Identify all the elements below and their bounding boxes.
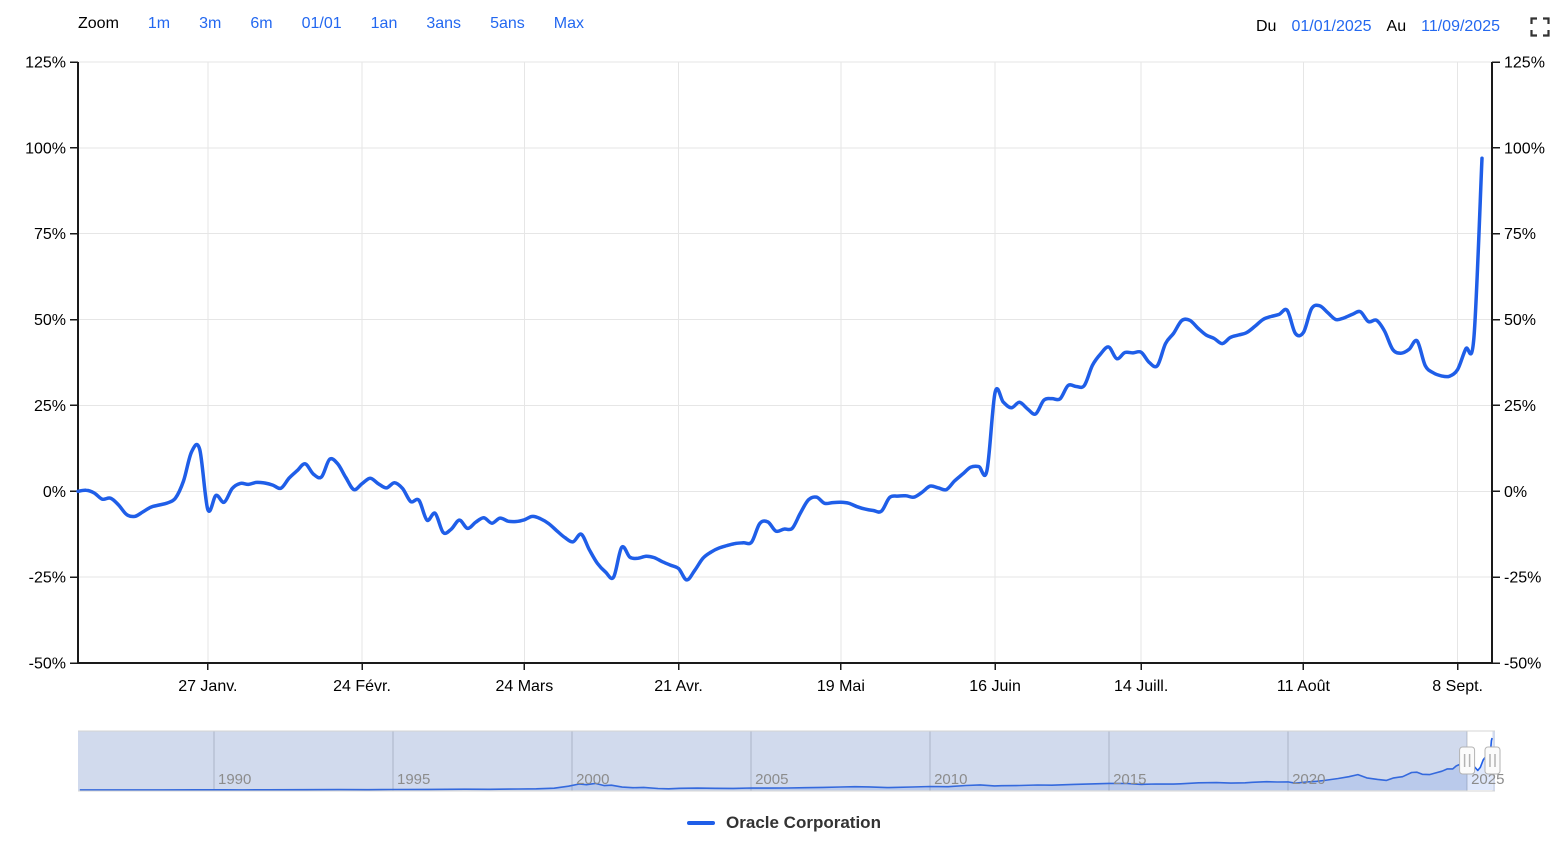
range-selector-toolbar: Zoom 1m 3m 6m 01/01 1an 3ans 5ans Max: [78, 15, 584, 33]
x-axis-label: 11 Août: [1277, 678, 1331, 695]
y-axis-label-left: 50%: [34, 312, 66, 329]
y-axis-label-left: 25%: [34, 398, 66, 415]
to-date-input[interactable]: 11/09/2025: [1421, 18, 1500, 35]
main-chart-plot-area[interactable]: [78, 62, 1492, 663]
navigator-year-label: 1995: [397, 771, 430, 788]
y-axis-label-right: 25%: [1504, 398, 1536, 415]
navigator-year-label: 2005: [755, 771, 788, 788]
navigator-series-area: [78, 738, 1493, 790]
navigator-handle-left[interactable]: [1459, 746, 1476, 775]
navigator-series-line: [79, 737, 1493, 791]
x-axis-label: 24 Févr.: [333, 678, 391, 695]
fullscreen-icon[interactable]: [1528, 15, 1552, 39]
navigator-year-label: 2025: [1471, 771, 1504, 788]
navigator-year-label: 1990: [218, 771, 251, 788]
y-axis-label-left: -50%: [29, 656, 66, 673]
navigator-year-label: 2020: [1292, 771, 1325, 788]
y-axis-label-right: 125%: [1504, 55, 1545, 72]
x-axis-label: 14 Juill.: [1114, 678, 1168, 695]
from-date-input[interactable]: 01/01/2025: [1291, 18, 1372, 35]
x-axis-label: 8 Sept.: [1432, 678, 1483, 695]
x-axis-label: 19 Mai: [817, 678, 865, 695]
navigator-mask-left[interactable]: [78, 731, 1468, 791]
x-axis-label: 27 Janv.: [178, 678, 237, 695]
y-axis-label-left: 75%: [34, 226, 66, 243]
y-axis-label-right: 0%: [1504, 484, 1527, 501]
x-axis-label: 24 Mars: [495, 678, 553, 695]
price-series-line: [76, 156, 1484, 582]
navigator-year-label: 2010: [934, 771, 967, 788]
zoom-button-01-01[interactable]: 01/01: [301, 15, 342, 32]
date-range-inputs: Du 01/01/2025 Au 11/09/2025: [1256, 15, 1552, 39]
chart-legend[interactable]: Oracle Corporation: [0, 813, 1568, 833]
legend-label: Oracle Corporation: [726, 813, 881, 832]
y-axis-label-right: -25%: [1504, 570, 1541, 587]
y-axis-label-right: 75%: [1504, 226, 1536, 243]
zoom-button-3ans[interactable]: 3ans: [426, 15, 462, 32]
to-label: Au: [1386, 18, 1407, 35]
y-axis-label-left: -25%: [29, 570, 66, 587]
legend-line-marker: [687, 821, 716, 825]
y-axis-label-right: 100%: [1504, 140, 1545, 157]
navigator-handle-right[interactable]: [1484, 746, 1501, 775]
from-label: Du: [1256, 18, 1277, 35]
zoom-button-3m[interactable]: 3m: [199, 15, 222, 32]
zoom-button-6m[interactable]: 6m: [250, 15, 273, 32]
y-axis-label-left: 125%: [25, 55, 66, 72]
zoom-button-5ans[interactable]: 5ans: [490, 15, 525, 32]
navigator-year-label: 2000: [576, 771, 609, 788]
zoom-label: Zoom: [78, 15, 119, 32]
y-axis-label-left: 0%: [43, 484, 66, 501]
navigator-year-label: 2015: [1113, 771, 1146, 788]
y-axis-label-right: 50%: [1504, 312, 1536, 329]
zoom-range-buttons: 1m 3m 6m 01/01 1an 3ans 5ans Max: [148, 15, 584, 33]
y-axis-label-right: -50%: [1504, 656, 1541, 673]
y-axis-label-left: 100%: [25, 140, 66, 157]
zoom-button-1an[interactable]: 1an: [370, 15, 398, 32]
zoom-button-max[interactable]: Max: [553, 15, 584, 32]
zoom-button-1m[interactable]: 1m: [147, 15, 171, 32]
x-axis-label: 21 Avr.: [654, 678, 703, 695]
x-axis-label: 16 Juin: [969, 678, 1021, 695]
